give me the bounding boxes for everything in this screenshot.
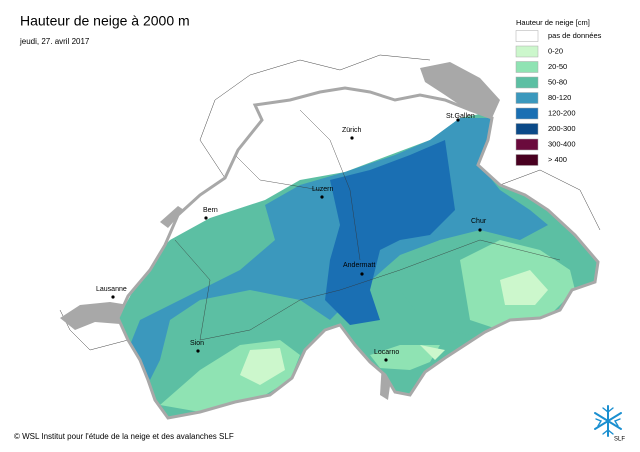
legend-swatch xyxy=(515,92,539,104)
legend-label: 50-80 xyxy=(548,77,567,86)
city-label: Chur xyxy=(471,218,487,225)
city-label: Luzern xyxy=(312,186,334,193)
city-label: Zürich xyxy=(342,127,362,134)
legend-swatch xyxy=(515,154,539,166)
snow-zone xyxy=(420,345,445,360)
legend-label: 20-50 xyxy=(548,62,567,71)
legend-label: pas de données xyxy=(548,31,602,40)
city-dot xyxy=(204,216,208,220)
city-label: Lausanne xyxy=(96,286,127,293)
city-label: Bern xyxy=(203,207,218,214)
city-label: Sion xyxy=(190,340,204,347)
cities: Zürich St.Gallen Luzern Bern Chur Anderm… xyxy=(96,113,487,362)
legend-swatch xyxy=(515,76,539,89)
legend-label: 300-400 xyxy=(548,139,576,148)
border xyxy=(116,86,600,420)
city-dot xyxy=(111,295,115,299)
city-dot xyxy=(196,349,200,353)
city-label: Andermatt xyxy=(343,262,375,269)
logo-text: SLF xyxy=(614,437,625,443)
legend-swatch xyxy=(515,123,539,135)
logo xyxy=(594,405,622,437)
snow-zone xyxy=(325,140,455,325)
snow-zone xyxy=(500,270,548,305)
legend-label: 80-120 xyxy=(548,93,571,102)
snow-zone xyxy=(370,345,440,370)
city-dot xyxy=(478,228,482,232)
legend-swatch xyxy=(515,30,539,42)
title: Hauteur de neige à 2000 m xyxy=(20,13,190,29)
legend-label: > 400 xyxy=(548,155,567,164)
city-label: St.Gallen xyxy=(446,113,475,120)
city-label: Locarno xyxy=(374,349,399,356)
legend-label: 0-20 xyxy=(548,46,563,55)
legend-title: Hauteur de neige [cm] xyxy=(516,18,590,27)
legend-swatch xyxy=(515,61,539,73)
city-dot xyxy=(360,272,364,276)
city-dot xyxy=(350,136,354,140)
city-dot xyxy=(384,358,388,362)
city-dot xyxy=(320,195,324,199)
date: jeudi, 27. avril 2017 xyxy=(19,37,90,46)
credit: © WSL Institut pour l'étude de la neige … xyxy=(14,432,234,441)
legend-label: 120-200 xyxy=(548,108,576,117)
legend-swatch xyxy=(515,138,539,151)
city-dot xyxy=(456,118,460,122)
legend: pas de données 0-20 20-50 50-80 80-120 120-20… xyxy=(515,30,602,166)
snow-zone xyxy=(240,348,285,385)
legend-label: 200-300 xyxy=(548,124,576,133)
legend-swatch xyxy=(515,107,539,120)
legend-swatch xyxy=(515,45,539,58)
